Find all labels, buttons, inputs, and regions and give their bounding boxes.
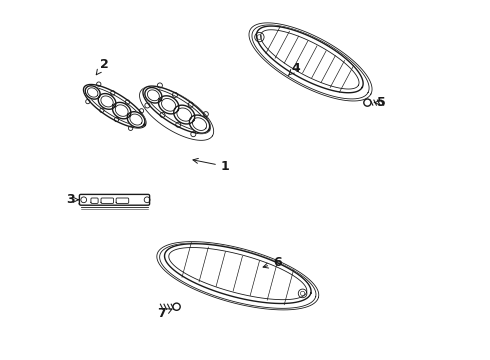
Text: 5: 5 bbox=[374, 96, 386, 109]
Polygon shape bbox=[256, 26, 363, 93]
Text: 1: 1 bbox=[193, 158, 230, 173]
Text: 3: 3 bbox=[66, 193, 78, 206]
Text: 4: 4 bbox=[288, 62, 300, 76]
Polygon shape bbox=[189, 115, 210, 133]
Polygon shape bbox=[83, 85, 146, 128]
Polygon shape bbox=[127, 112, 145, 127]
Text: 2: 2 bbox=[96, 58, 108, 75]
Polygon shape bbox=[85, 86, 100, 99]
Polygon shape bbox=[91, 198, 98, 203]
Polygon shape bbox=[143, 86, 210, 134]
Circle shape bbox=[364, 99, 371, 106]
Polygon shape bbox=[98, 94, 116, 109]
Polygon shape bbox=[101, 198, 114, 203]
Text: 7: 7 bbox=[157, 307, 172, 320]
Polygon shape bbox=[79, 194, 149, 205]
Polygon shape bbox=[159, 96, 179, 114]
Polygon shape bbox=[113, 102, 131, 119]
Circle shape bbox=[173, 303, 180, 310]
Text: 6: 6 bbox=[263, 256, 282, 269]
Polygon shape bbox=[165, 244, 311, 303]
Polygon shape bbox=[145, 87, 162, 103]
Polygon shape bbox=[116, 198, 129, 203]
Polygon shape bbox=[174, 105, 195, 124]
